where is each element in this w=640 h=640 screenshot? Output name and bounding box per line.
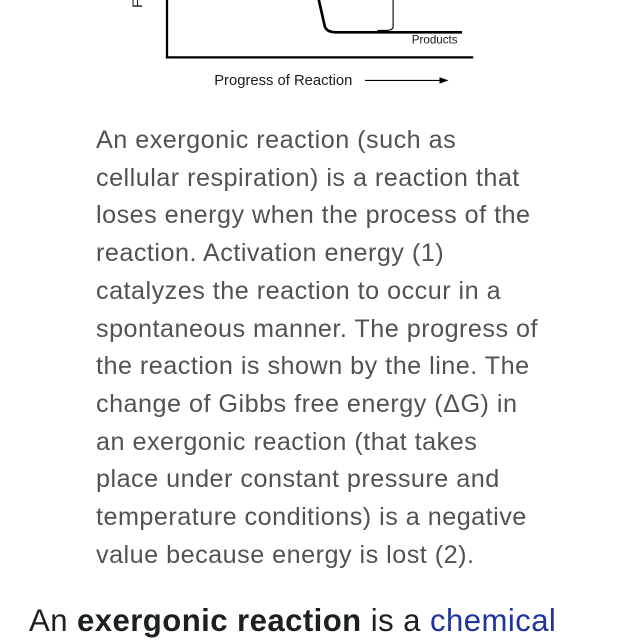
svg-text:Products: Products [412, 33, 458, 46]
svg-text:Progress of Reaction: Progress of Reaction [214, 73, 352, 89]
svg-text:Free Energy: Free Energy [129, 0, 145, 8]
